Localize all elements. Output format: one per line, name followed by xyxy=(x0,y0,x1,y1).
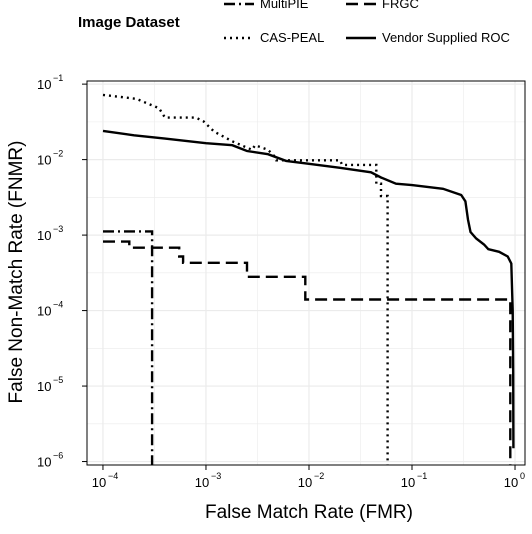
legend-title: Image Dataset xyxy=(78,14,180,31)
y-axis: 10−110−210−310−410−510−6 xyxy=(37,73,87,470)
x-tick-label: 10 xyxy=(92,475,106,490)
plot-border xyxy=(86,80,526,466)
x-tick-label: 10 xyxy=(195,475,209,490)
y-tick-label: 10 xyxy=(37,455,51,470)
grid xyxy=(87,81,525,465)
y-tick-exponent: −1 xyxy=(53,73,63,83)
y-tick-exponent: −5 xyxy=(53,375,63,385)
x-tick-label: 10 xyxy=(298,475,312,490)
x-tick-exponent: −1 xyxy=(417,471,427,481)
y-tick-label: 10 xyxy=(37,153,51,168)
legend-label-cas-peal: CAS-PEAL xyxy=(260,30,324,45)
series-lines xyxy=(102,93,515,465)
legend-label-vendor-supplied-roc: Vendor Supplied ROC xyxy=(382,30,510,45)
y-tick-label: 10 xyxy=(37,228,51,243)
series-line-multipie xyxy=(103,230,154,465)
legend: Image Dataset MultiPIE FRGC CAS-PEAL Vendor… xyxy=(78,0,510,45)
y-tick-exponent: −4 xyxy=(53,300,63,310)
x-tick-label: 10 xyxy=(401,475,415,490)
y-tick-exponent: −6 xyxy=(53,451,63,461)
y-tick-label: 10 xyxy=(37,304,51,319)
x-tick-exponent: 0 xyxy=(520,471,525,481)
x-tick-exponent: −4 xyxy=(108,471,118,481)
series-line-frgc xyxy=(103,240,512,465)
y-tick-exponent: −2 xyxy=(53,149,63,159)
series-line-cas-peal xyxy=(102,93,389,465)
series-line-vendor-supplied-roc xyxy=(102,129,515,449)
legend-label-frgc: FRGC xyxy=(382,0,419,11)
y-axis-label: False Non-Match Rate (FNMR) xyxy=(6,141,27,404)
legend-label-multipie: MultiPIE xyxy=(260,0,309,11)
y-tick-label: 10 xyxy=(37,77,51,92)
x-axis-label: False Match Rate (FMR) xyxy=(205,502,413,523)
x-tick-exponent: −2 xyxy=(314,471,324,481)
x-tick-label: 10 xyxy=(504,475,518,490)
y-tick-exponent: −3 xyxy=(53,224,63,234)
x-axis: 10 −4 10 −3 10 −2 10 −1 10 0 xyxy=(92,465,525,490)
y-tick-label: 10 xyxy=(37,379,51,394)
x-tick-exponent: −3 xyxy=(211,471,221,481)
